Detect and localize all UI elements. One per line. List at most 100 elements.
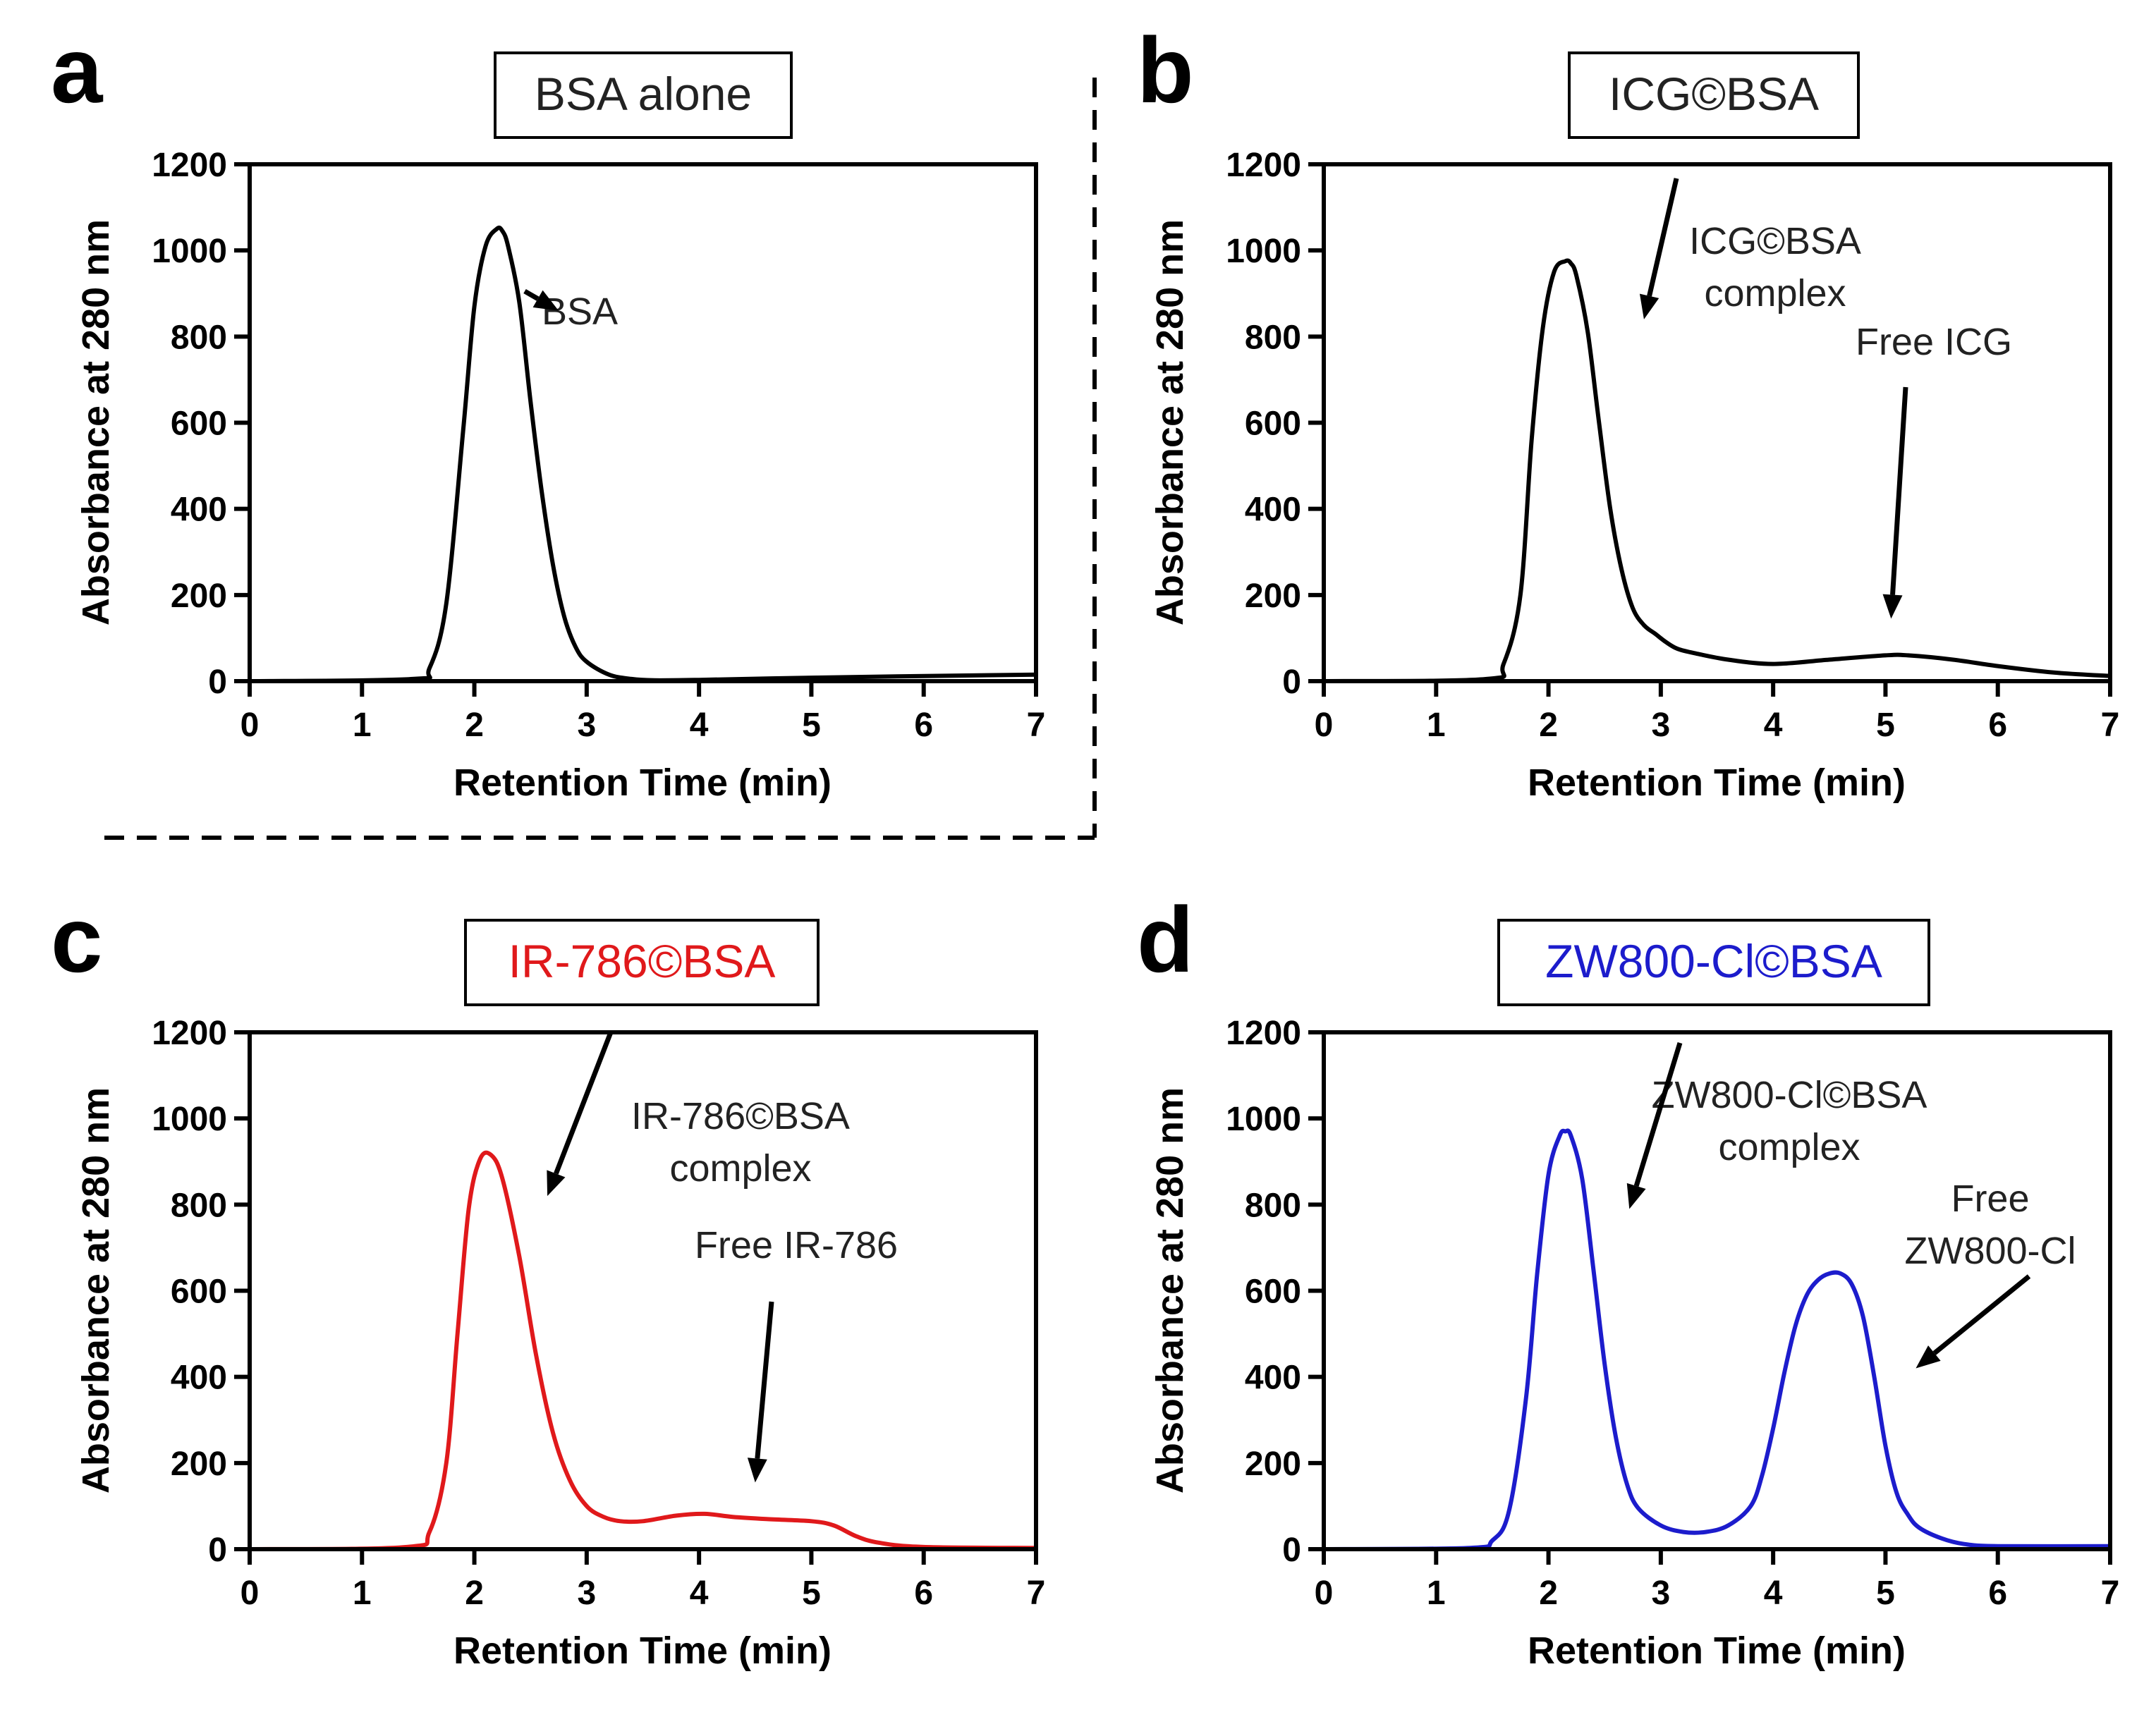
- x-tick-label: 6: [1988, 707, 2007, 744]
- y-tick-label: 1200: [1226, 1015, 1301, 1052]
- series-line: [249, 225, 1037, 683]
- x-tick-label: 7: [1027, 707, 1046, 744]
- annotation-arrowhead: [547, 1170, 566, 1197]
- x-tick-label: 1: [353, 707, 372, 744]
- chart-title-box: [494, 51, 793, 139]
- annotation: IR-786©BSA complex: [547, 1031, 850, 1197]
- x-tick-label: 2: [1539, 1575, 1558, 1612]
- y-tick-label: 1200: [152, 147, 227, 184]
- y-axis-label: Absorbance at 280 nm: [75, 1087, 117, 1493]
- y-tick-label: 1000: [152, 233, 227, 270]
- y-tick-label: 400: [171, 491, 227, 529]
- x-tick-label: 2: [1539, 707, 1558, 744]
- y-tick-label: 800: [171, 1187, 227, 1224]
- y-tick-label: 1200: [1226, 147, 1301, 184]
- x-tick-label: 4: [690, 1575, 709, 1612]
- x-tick-label: 1: [1427, 1575, 1446, 1612]
- x-tick-label: 1: [1427, 707, 1446, 744]
- y-tick-label: 800: [1245, 1187, 1301, 1224]
- annotation: Free ICG: [1856, 321, 2012, 619]
- chart-title-box: [1497, 919, 1930, 1006]
- y-axis-label: Absorbance at 280 nm: [75, 219, 117, 625]
- y-tick-label: 200: [1245, 1446, 1301, 1483]
- x-tick-label: 6: [914, 707, 933, 744]
- annotation: Free ZW800-Cl: [1904, 1178, 2076, 1369]
- x-tick-label: 0: [240, 1575, 260, 1612]
- x-tick-label: 5: [1876, 707, 1895, 744]
- annotation-text: BSA: [542, 291, 618, 333]
- y-tick-label: 400: [1245, 491, 1301, 529]
- annotation-text: Free IR-786: [695, 1224, 898, 1266]
- x-tick-label: 2: [465, 1575, 484, 1612]
- annotation-text: Free ZW800-Cl: [1904, 1178, 2076, 1272]
- plot-frame: [248, 162, 1038, 683]
- y-tick-label: 200: [171, 1446, 227, 1483]
- x-tick-label: 7: [2101, 707, 2120, 744]
- y-tick-label: 800: [171, 319, 227, 356]
- annotation-arrow: [755, 1301, 774, 1459]
- x-tick-label: 0: [240, 707, 260, 744]
- x-tick-label: 6: [1988, 1575, 2007, 1612]
- series-line: [1323, 1128, 2111, 1551]
- annotation-arrow: [1647, 178, 1679, 297]
- panel-a-divider: [104, 78, 1097, 840]
- annotation: Free IR-786: [695, 1224, 898, 1483]
- panel-b: b ICG©BSA ICG©BSA complex Free ICG 0 1 2 3 4 5 6…: [1137, 18, 2119, 804]
- annotation-text: IR-786©BSA complex: [631, 1095, 850, 1190]
- x-tick-label: 5: [1876, 1575, 1895, 1612]
- annotation-arrowhead: [1916, 1345, 1941, 1369]
- y-tick-label: 400: [1245, 1359, 1301, 1397]
- y-axis-label: Absorbance at 280 nm: [1149, 1087, 1191, 1493]
- x-tick-label: 1: [353, 1575, 372, 1612]
- annotation-arrowhead: [532, 290, 559, 311]
- chart-title-box: [464, 919, 820, 1006]
- y-axis-label: Absorbance at 280 nm: [1149, 219, 1191, 625]
- y-tick-label: 0: [208, 1532, 227, 1569]
- panel-d: d ZW800-Cl©BSA ZW800-Cl©BSA complex Free ZW…: [1137, 888, 2119, 1672]
- annotation-arrow: [1890, 386, 1908, 595]
- x-tick-label: 6: [914, 1575, 933, 1612]
- x-tick-label: 7: [2101, 1575, 2120, 1612]
- y-tick-label: 600: [171, 1273, 227, 1311]
- x-tick-label: 0: [1315, 1575, 1334, 1612]
- y-tick-label: 1000: [1226, 1101, 1301, 1138]
- x-tick-label: 3: [578, 707, 597, 744]
- panel-a: a BSA alone BSA 0 1 2 3 4 5 6 7 0 200 400 600 800 100…: [51, 18, 1045, 804]
- panel-c: c IR-786©BSA IR-786©BSA complex Free IR-78…: [51, 888, 1045, 1672]
- x-tick-label: 0: [1315, 707, 1334, 744]
- annotation-arrowhead: [1626, 1183, 1646, 1209]
- chart-title: ICG©BSA: [1609, 68, 1819, 120]
- panel-letter: d: [1137, 888, 1194, 991]
- annotation-arrowhead: [747, 1458, 767, 1483]
- x-tick-label: 2: [465, 707, 484, 744]
- annotation-arrowhead: [1882, 594, 1903, 619]
- annotation-arrowhead: [1639, 293, 1659, 319]
- x-tick-label: 5: [802, 1575, 821, 1612]
- annotation: ZW800-Cl©BSA complex: [1626, 1041, 1927, 1209]
- x-tick-label: 4: [690, 707, 709, 744]
- x-tick-label: 3: [1652, 1575, 1671, 1612]
- y-tick-label: 400: [171, 1359, 227, 1397]
- y-tick-label: 200: [1245, 578, 1301, 615]
- x-tick-label: 5: [802, 707, 821, 744]
- annotation-text: ZW800-Cl©BSA complex: [1652, 1074, 1927, 1168]
- annotation-text: Free ICG: [1856, 321, 2012, 363]
- y-tick-label: 200: [171, 578, 227, 615]
- panel-letter: c: [51, 888, 102, 991]
- y-tick-label: 1000: [1226, 233, 1301, 270]
- annotation: ICG©BSA complex: [1639, 178, 1861, 319]
- y-tick-label: 800: [1245, 319, 1301, 356]
- x-tick-label: 4: [1764, 707, 1783, 744]
- chart-title: ZW800-Cl©BSA: [1545, 935, 1882, 987]
- annotation-arrow: [1932, 1274, 2031, 1355]
- y-tick-label: 600: [171, 405, 227, 443]
- y-tick-label: 0: [208, 664, 227, 701]
- annotation: BSA: [523, 288, 618, 333]
- y-tick-label: 0: [1282, 1532, 1301, 1569]
- x-axis-label: Retention Time (min): [1528, 762, 1906, 804]
- y-tick-label: 600: [1245, 405, 1301, 443]
- y-tick-label: 0: [1282, 664, 1301, 701]
- annotation-arrow: [523, 288, 540, 301]
- x-tick-label: 4: [1764, 1575, 1783, 1612]
